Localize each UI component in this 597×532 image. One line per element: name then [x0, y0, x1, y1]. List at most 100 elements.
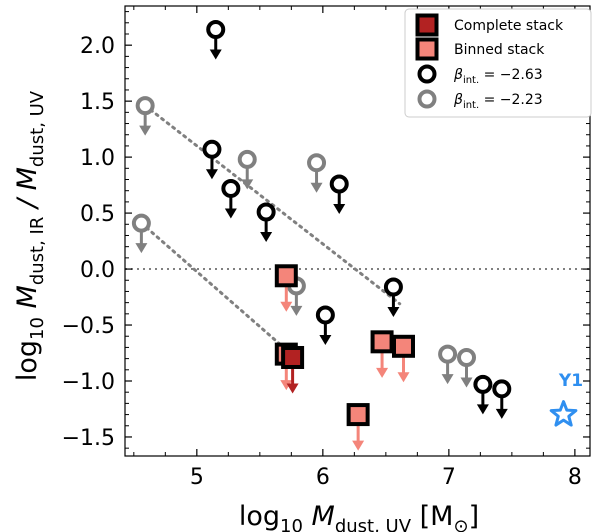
- x-tick-label-1: 6: [316, 465, 330, 490]
- point-beta-263-6-arrow-head: [387, 306, 400, 317]
- legend-marker-beta-223: [417, 89, 437, 109]
- point-beta-263-7-marker: [473, 374, 493, 394]
- point-beta-223-6-arrow: [460, 363, 473, 388]
- point-beta-223-2: [237, 149, 257, 190]
- point-beta-263-6-marker: [383, 277, 403, 297]
- point-beta-223-1: [131, 213, 151, 254]
- point-binned-2: [346, 403, 370, 451]
- x-tick-label-3: 8: [568, 465, 582, 490]
- y-tick-label-1: −1.0: [62, 370, 115, 395]
- point-beta-223-3-arrow-head: [310, 182, 323, 193]
- y-tick-label-5: 1.0: [80, 146, 115, 171]
- dotted-trend-line-0: [143, 104, 402, 306]
- point-beta-263-4: [329, 174, 349, 214]
- point-beta-223-1-arrow: [135, 229, 148, 254]
- point-beta-263-5: [315, 305, 335, 345]
- x-axis-label: log10 Mdust, UV [M⊙]: [239, 501, 479, 532]
- legend-marker-beta-263: [417, 64, 437, 84]
- point-binned-1-arrow-head: [280, 380, 293, 391]
- point-beta-223-1-arrow-head: [135, 243, 148, 254]
- point-binned-2-arrow-head: [352, 440, 365, 451]
- point-binned-0: [274, 264, 298, 312]
- point-beta-263-3-arrow: [260, 217, 273, 242]
- point-beta-263-7-arrow-head: [476, 404, 489, 415]
- data-points: [131, 20, 578, 451]
- legend-marker-binned: [415, 37, 439, 61]
- point-binned-4: [391, 334, 415, 383]
- point-beta-263-7-arrow: [476, 390, 489, 415]
- x-tick-label-0: 5: [190, 465, 204, 490]
- legend-label-complete: Complete stack: [454, 18, 564, 34]
- legend-label-beta-223: βint. = −2.23: [453, 92, 543, 111]
- point-beta-223-6-arrow-head: [460, 377, 473, 388]
- point-beta-263-8: [492, 379, 512, 419]
- point-beta-263-0: [206, 20, 226, 60]
- point-beta-263-4-arrow: [333, 189, 346, 214]
- point-beta-223-5-marker: [438, 344, 458, 364]
- point-binned-2-marker: [346, 403, 370, 427]
- point-complete-0-marker: [281, 345, 305, 369]
- point-beta-223-3-arrow: [310, 168, 323, 193]
- point-beta-263-8-arrow-head: [495, 408, 508, 419]
- point-beta-263-2: [221, 178, 241, 219]
- point-complete-0-arrow-head: [286, 383, 299, 394]
- point-beta-263-3-marker: [256, 202, 276, 222]
- point-beta-223-6-marker: [457, 347, 477, 367]
- legend-marker-complete: [415, 13, 439, 37]
- point-beta-263-2-marker: [221, 178, 241, 198]
- point-beta-223-1-marker: [131, 213, 151, 233]
- point-beta-223-0-marker: [135, 96, 155, 116]
- point-binned-0-marker: [274, 264, 298, 288]
- point-binned-3-arrow-head: [376, 367, 389, 378]
- point-beta-223-3-marker: [307, 153, 327, 173]
- y-tick-label-2: −0.5: [62, 314, 115, 339]
- point-beta-223-2-marker: [237, 149, 257, 169]
- y-tick-label-6: 1.5: [80, 90, 115, 115]
- point-beta-263-7: [473, 374, 493, 415]
- point-beta-263-1-arrow: [205, 155, 218, 180]
- point-beta-223-6: [457, 347, 477, 388]
- point-beta-263-6: [383, 277, 403, 317]
- legend: Complete stack Binned stack βint. = −2.6…: [404, 8, 592, 118]
- point-binned-3-marker: [370, 330, 394, 354]
- point-binned-3: [370, 330, 394, 378]
- star-y1-marker: [549, 400, 578, 427]
- point-beta-263-0-arrow-head: [209, 49, 222, 60]
- point-beta-263-8-marker: [492, 379, 512, 399]
- point-beta-223-5-arrow: [441, 360, 454, 385]
- tick-labels: 5 6 7 8 −1.5 −1.0 −0.5 0.0 0.5 1.0 1.5 2.0: [62, 34, 582, 490]
- point-binned-4-arrow-head: [397, 372, 410, 383]
- point-beta-223-5: [438, 344, 458, 385]
- point-beta-263-4-arrow-head: [333, 203, 346, 214]
- plot-frame: [124, 5, 591, 457]
- point-beta-263-0-marker: [206, 20, 226, 40]
- point-complete-0-arrow: [286, 365, 299, 394]
- point-beta-263-1-marker: [202, 139, 222, 159]
- point-beta-263-8-arrow: [495, 394, 508, 419]
- y-tick-label-4: 0.5: [80, 202, 115, 227]
- point-beta-263-1-arrow-head: [205, 169, 218, 180]
- point-beta-223-3: [307, 153, 327, 193]
- point-beta-263-4-marker: [329, 174, 349, 194]
- point-complete-0: [281, 345, 305, 394]
- y-tick-label-3: 0.0: [80, 258, 115, 283]
- point-beta-223-5-arrow-head: [441, 374, 454, 385]
- legend-markers: [415, 13, 439, 109]
- point-binned-3-arrow: [376, 349, 389, 378]
- point-beta-223-2-arrow: [241, 165, 254, 190]
- x-tick-label-2: 7: [442, 465, 456, 490]
- point-beta-263-1: [202, 139, 222, 180]
- point-binned-4-marker: [391, 334, 415, 358]
- point-beta-223-0-arrow-head: [139, 125, 152, 136]
- point-beta-263-5-arrow-head: [319, 334, 332, 345]
- point-beta-263-2-arrow: [224, 194, 237, 219]
- point-beta-223-2-arrow-head: [241, 179, 254, 190]
- point-beta-263-5-arrow: [319, 320, 332, 345]
- point-binned-2-arrow: [352, 422, 365, 451]
- point-beta-223-4-arrow-head: [290, 305, 303, 316]
- y-tick-label-7: 2.0: [80, 34, 115, 59]
- legend-label-binned: Binned stack: [454, 42, 545, 58]
- reference-lines: [125, 104, 590, 359]
- point-beta-223-0-arrow: [139, 111, 152, 136]
